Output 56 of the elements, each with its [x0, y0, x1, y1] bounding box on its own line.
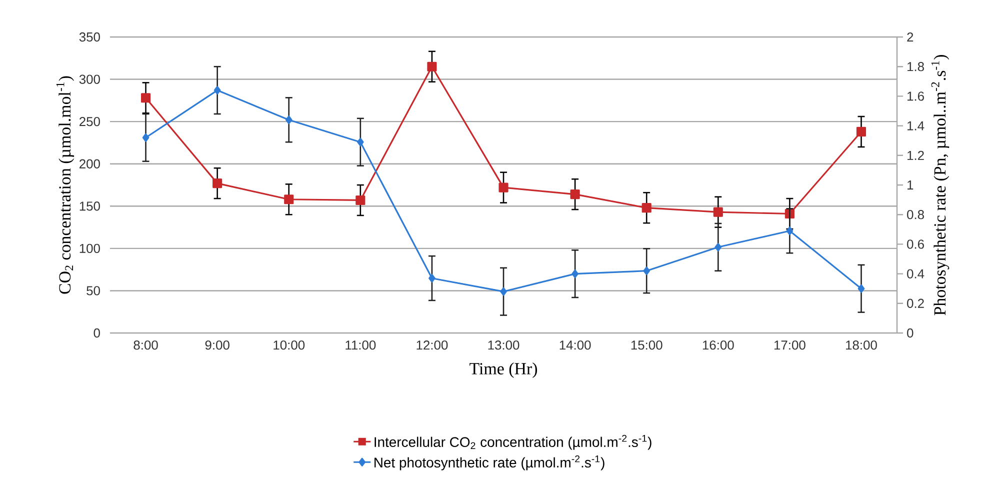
- point: [285, 116, 292, 124]
- point: [428, 274, 436, 283]
- y2-tick-label: 0.4: [907, 269, 924, 278]
- point: [572, 270, 578, 278]
- x-tick-label: 17:00: [774, 340, 806, 350]
- y2-tick-label: 1.2: [908, 150, 924, 160]
- y-tick-label: 350: [79, 32, 100, 42]
- point: [427, 62, 437, 72]
- x-tick-label: 8:00: [134, 340, 158, 350]
- point: [856, 126, 866, 137]
- point: [212, 178, 222, 188]
- x-tick-label: 18:00: [846, 340, 877, 350]
- y2-tick-label: 1.6: [908, 92, 924, 101]
- point: [642, 203, 652, 213]
- y2-tick-label: 1.4: [908, 121, 924, 130]
- x-tick-label: 16:00: [702, 340, 734, 350]
- x-tick-label: 15:00: [631, 340, 662, 350]
- y-axis-title: CO$_{2}$ concentration (µmol.mol$^{-1}$): [56, 76, 74, 294]
- point: [498, 182, 508, 192]
- point: [356, 138, 364, 146]
- y-tick-label: 50: [86, 286, 100, 296]
- y2-tick-label: 2: [907, 32, 914, 42]
- y-tick-label: 0: [94, 328, 100, 338]
- point: [500, 287, 507, 296]
- x-tick-label: 11:00: [346, 340, 376, 350]
- x-axis-title: Time (Hr): [470, 362, 538, 378]
- x-tick-label: 12:00: [416, 340, 448, 350]
- point: [284, 194, 294, 204]
- x-tick-label: 13:00: [488, 340, 520, 350]
- y-tick-label: 300: [79, 74, 100, 84]
- y-tick-label: 250: [80, 116, 100, 126]
- x-tick-label: 9:00: [205, 340, 230, 350]
- point: [140, 93, 151, 103]
- point: [643, 266, 650, 276]
- point: [786, 226, 794, 236]
- point: [713, 207, 723, 217]
- x-tick-label: 10:00: [274, 340, 305, 350]
- y2-tick-label: 0.6: [907, 240, 924, 249]
- y-tick-label: 200: [80, 159, 100, 168]
- y2-tick-label: 1.8: [908, 62, 924, 72]
- point: [214, 86, 221, 95]
- point: [858, 284, 865, 293]
- point: [142, 133, 150, 142]
- point: [570, 190, 580, 200]
- y2-axis-title: Photosynthetic rate (Pn, µmol..m$^{-2}$.s$^{-1}$): [931, 55, 950, 316]
- y2-tick-label: 1: [908, 180, 914, 190]
- y-tick-label: 100: [80, 244, 100, 254]
- y2-tick-label: 0: [907, 328, 914, 338]
- y2-tick-label: 0.8: [907, 210, 924, 220]
- y-tick-label: 150: [80, 202, 100, 211]
- y2-tick-label: 0.2: [907, 298, 924, 308]
- point: [714, 242, 722, 252]
- legend-label: Net photosynthetic rate (µmol.m$^{-2}$.s$^{-1}$): [374, 455, 604, 470]
- legend-label: Intercellular CO$_{2}$ concentration (µmol.m$^{-2}$.s$^{-1}$): [374, 434, 652, 450]
- x-tick-label: 14:00: [560, 340, 591, 350]
- point: [356, 195, 366, 206]
